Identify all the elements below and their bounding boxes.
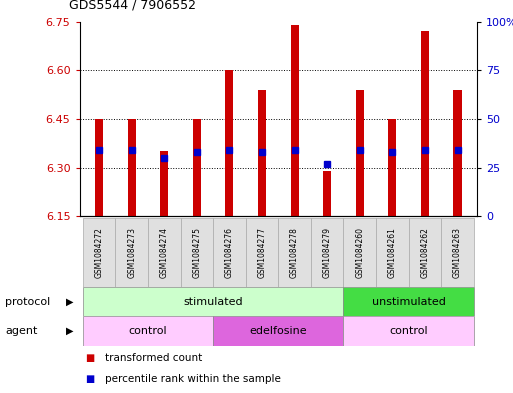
Text: GSM1084263: GSM1084263 (453, 227, 462, 278)
Text: control: control (389, 326, 428, 336)
Text: ■: ■ (85, 353, 94, 363)
Bar (409, 218, 441, 287)
Bar (258, 90, 266, 216)
Bar (290, 25, 299, 216)
Text: unstimulated: unstimulated (372, 297, 446, 307)
Text: GSM1084278: GSM1084278 (290, 227, 299, 278)
Text: GSM1084277: GSM1084277 (258, 227, 267, 278)
Text: percentile rank within the sample: percentile rank within the sample (105, 374, 281, 384)
Bar (193, 119, 201, 216)
Text: control: control (129, 326, 167, 336)
Bar (344, 218, 376, 287)
Text: GSM1084274: GSM1084274 (160, 227, 169, 278)
Bar (311, 218, 344, 287)
Text: protocol: protocol (5, 297, 50, 307)
Text: GSM1084273: GSM1084273 (127, 227, 136, 278)
Bar (213, 316, 344, 346)
Text: GSM1084275: GSM1084275 (192, 227, 201, 278)
Text: ▶: ▶ (66, 297, 73, 307)
Bar (83, 287, 344, 316)
Bar (388, 119, 397, 216)
Bar (148, 218, 181, 287)
Bar (95, 119, 103, 216)
Text: GSM1084279: GSM1084279 (323, 227, 332, 278)
Bar (323, 171, 331, 216)
Bar (115, 218, 148, 287)
Bar (181, 218, 213, 287)
Bar (278, 218, 311, 287)
Bar (356, 90, 364, 216)
Text: GDS5544 / 7906552: GDS5544 / 7906552 (69, 0, 196, 12)
Text: GSM1084260: GSM1084260 (356, 227, 364, 278)
Bar (160, 151, 168, 216)
Text: stimulated: stimulated (183, 297, 243, 307)
Text: GSM1084261: GSM1084261 (388, 227, 397, 278)
Bar (344, 316, 474, 346)
Bar (213, 218, 246, 287)
Text: GSM1084272: GSM1084272 (94, 227, 104, 278)
Text: ■: ■ (85, 374, 94, 384)
Text: GSM1084262: GSM1084262 (421, 227, 429, 278)
Text: transformed count: transformed count (105, 353, 203, 363)
Bar (344, 287, 474, 316)
Bar (225, 70, 233, 216)
Bar (421, 31, 429, 216)
Bar (83, 316, 213, 346)
Bar (441, 218, 474, 287)
Text: GSM1084276: GSM1084276 (225, 227, 234, 278)
Bar (128, 119, 136, 216)
Bar (453, 90, 462, 216)
Text: ▶: ▶ (66, 326, 73, 336)
Bar (376, 218, 409, 287)
Bar (246, 218, 278, 287)
Text: agent: agent (5, 326, 37, 336)
Text: edelfosine: edelfosine (249, 326, 307, 336)
Bar (83, 218, 115, 287)
